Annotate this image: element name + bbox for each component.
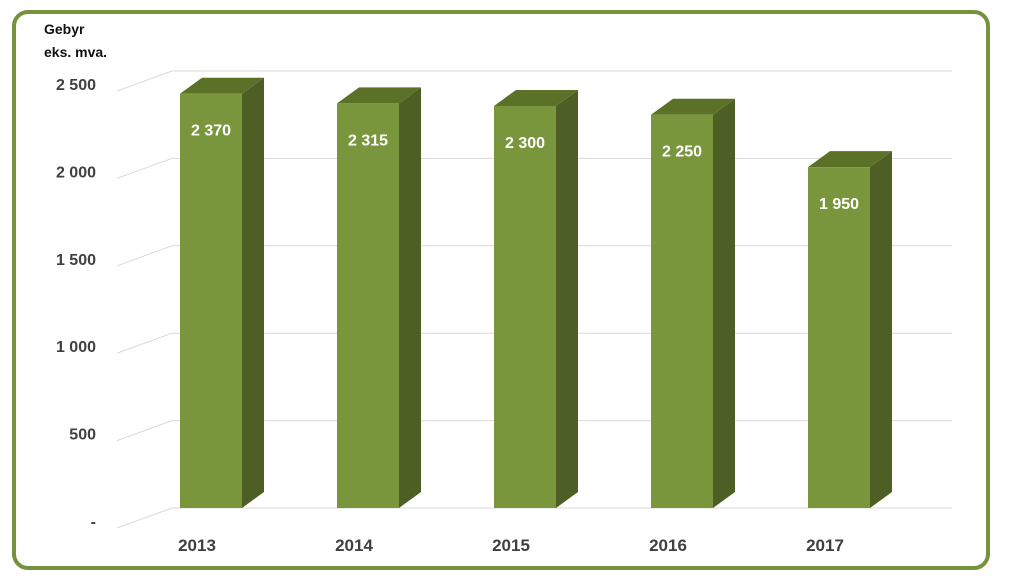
gridline-diagonal [116, 245, 173, 267]
bar-2014: 2 315 [337, 87, 421, 508]
gridline-diagonal [116, 420, 173, 442]
bar-top [808, 151, 892, 168]
y-tick-label: 2 500 [56, 77, 96, 94]
gridline-diagonal [116, 157, 173, 179]
bar-front [180, 93, 242, 508]
y-tick-label: 1 500 [56, 252, 96, 269]
bar-front [651, 114, 713, 508]
bar-top [337, 87, 421, 104]
x-tick-labels: 2013 2014 2015 2016 2017 [178, 536, 844, 555]
gridline-diagonal [116, 507, 173, 529]
bar-side [242, 77, 264, 508]
x-tick-label: 2016 [649, 536, 687, 555]
bar-front [494, 105, 556, 509]
bar-front [808, 167, 870, 508]
y-tick-label: 2 000 [56, 164, 96, 181]
data-label: 2 315 [348, 132, 388, 149]
bar-side [870, 151, 892, 508]
bar-2017: 1 950 [808, 151, 892, 508]
y-axis-title-line-1: Gebyr [44, 21, 85, 37]
gridline-diagonal [116, 332, 173, 354]
bar-side [556, 89, 578, 509]
bar-top [180, 77, 264, 94]
data-label: 2 300 [505, 135, 545, 152]
x-tick-label: 2015 [492, 536, 530, 555]
data-label: 2 250 [662, 144, 702, 161]
data-label: 2 370 [191, 123, 231, 140]
x-tick-label: 2014 [335, 536, 373, 555]
bar-side [399, 87, 421, 508]
data-label: 1 950 [819, 196, 859, 213]
y-tick-label: 1 000 [56, 339, 96, 356]
x-tick-label: 2017 [806, 536, 844, 555]
bar-top [651, 98, 735, 115]
gridline-diagonal [116, 70, 173, 92]
x-tick-label: 2013 [178, 536, 216, 555]
y-tick-labels: - 500 1 000 1 500 2 000 2 500 [56, 77, 96, 531]
bar-side [713, 98, 735, 508]
bar-2013: 2 370 [180, 77, 264, 508]
bar-2015: 2 300 [494, 89, 578, 509]
y-axis-title-line-2: eks. mva. [44, 44, 108, 60]
y-tick-label: - [91, 514, 96, 531]
bar-top [494, 89, 578, 106]
y-tick-label: 500 [69, 427, 96, 444]
bar-front [337, 103, 399, 508]
bar-2016: 2 250 [651, 98, 735, 508]
bars: 2 370 2 315 2 300 2 250 1 950 [180, 77, 892, 509]
